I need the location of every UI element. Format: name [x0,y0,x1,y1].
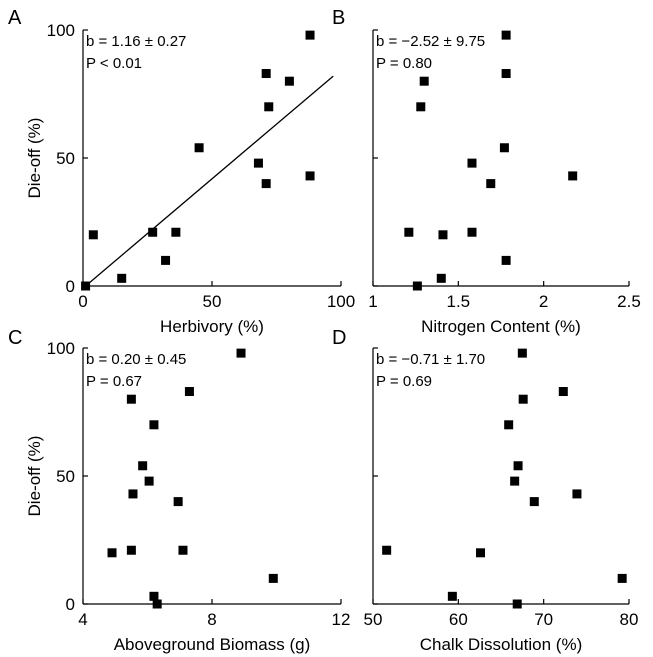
data-point [419,76,429,86]
data-point [568,171,578,181]
data-point [184,387,194,397]
data-point [194,143,204,153]
x-axis-title: Herbivory (%) [160,317,264,336]
x-tick-label: 1 [368,292,377,311]
data-point [268,573,278,583]
data-point [510,476,520,486]
data-point [499,143,509,153]
data-point [501,69,511,79]
data-point [504,420,514,430]
regression-line [85,75,334,287]
data-point [467,227,477,237]
data-point [107,548,117,558]
x-tick-label: 2.5 [617,292,641,311]
data-point [161,255,171,265]
data-point [476,548,486,558]
x-axis-title: Aboveground Biomass (g) [114,635,311,654]
data-point [126,545,136,555]
data-point [501,255,511,265]
panel-letter: D [332,327,346,349]
data-point [171,227,181,237]
data-point [572,489,582,499]
data-point [305,171,315,181]
data-point [467,158,477,168]
data-point [436,273,446,283]
y-tick-label: 100 [47,21,75,40]
data-point [178,545,188,555]
data-point [416,102,426,112]
panel-d: D 50 60 70 80 Chalk Dissolution (%) b = −0.71 … [332,327,638,654]
data-point [501,30,511,40]
stat-line: b = −2.52 ± 9.75 [376,33,485,50]
y-tick-label: 100 [47,339,75,358]
panel-a: A 0 50 100 0 50 100 Herbivory (%) Die-off (%) b =… [8,7,355,336]
data-point [144,476,154,486]
stat-line: P = 0.80 [376,55,432,72]
x-tick-label: 50 [364,610,383,629]
stat-line: P = 0.69 [376,373,432,390]
data-point [617,573,627,583]
data-point [173,497,183,507]
stat-line: P < 0.01 [86,55,142,72]
x-tick-label: 100 [327,292,355,311]
data-point [513,461,523,471]
y-tick-label: 50 [56,467,75,486]
data-point [512,599,522,609]
data-point [305,30,315,40]
x-tick-label: 60 [449,610,468,629]
x-tick-label: 8 [207,610,216,629]
data-point [149,420,159,430]
data-point [149,591,159,601]
data-point [558,387,568,397]
x-tick-label: 1.5 [447,292,471,311]
panel-letter: A [8,7,22,29]
stat-line: b = 0.20 ± 0.45 [86,351,186,368]
x-axis-title: Chalk Dissolution (%) [420,635,583,654]
x-axis-title: Nitrogen Content (%) [421,317,581,336]
data-point [486,179,496,189]
stat-line: b = 1.16 ± 0.27 [86,33,186,50]
data-point [128,489,138,499]
data-point [81,281,91,291]
x-tick-label: 80 [620,610,639,629]
data-point [138,461,148,471]
data-point [152,599,162,609]
x-tick-label: 50 [203,292,222,311]
data-point [518,394,528,404]
data-point [382,545,392,555]
x-tick-label: 12 [332,610,351,629]
data-point [517,348,527,358]
x-tick-label: 4 [78,610,87,629]
data-point [438,230,448,240]
data-point [261,179,271,189]
data-point [236,348,246,358]
x-tick-label: 2 [539,292,548,311]
data-point [253,158,263,168]
data-point [261,69,271,79]
data-point [117,273,127,283]
data-point [447,591,457,601]
data-point [412,281,422,291]
y-axis-title: Die-off (%) [25,118,44,199]
y-tick-label: 0 [66,277,75,296]
panel-letter: B [332,7,345,29]
stat-line: P = 0.67 [86,373,142,390]
x-tick-label: 70 [534,610,553,629]
data-point [148,227,158,237]
y-tick-label: 50 [56,149,75,168]
y-tick-label: 0 [66,595,75,614]
y-axis-title: Die-off (%) [25,436,44,517]
data-point [529,497,539,507]
data-point [264,102,274,112]
x-tick-label: 0 [78,292,87,311]
panel-letter: C [8,327,22,349]
data-point [88,230,98,240]
data-point [404,227,414,237]
stat-line: b = −0.71 ± 1.70 [376,351,485,368]
panel-b: B 1 1.5 2 2.5 Nitrogen Content (%) b = −2.52 ±… [332,7,641,336]
data-point [284,76,294,86]
panel-c: C 4 8 12 0 50 100 Aboveground Biomass (g) Die-of… [8,327,350,654]
data-point [126,394,136,404]
